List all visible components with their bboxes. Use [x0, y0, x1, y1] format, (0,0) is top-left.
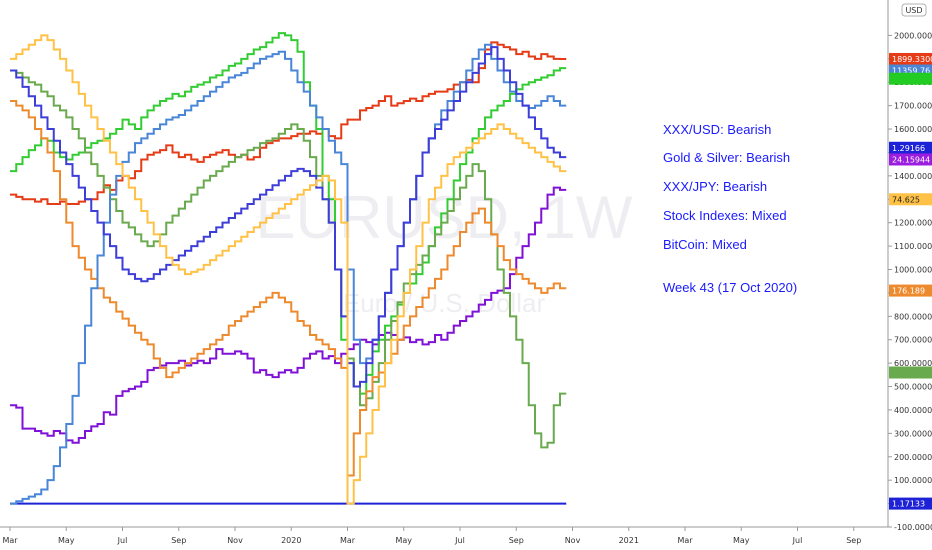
- x-tick-label: 2020: [281, 536, 301, 545]
- y-tick-label: 800.000000: [894, 312, 932, 321]
- y-tick-label: 300.000000: [894, 429, 932, 438]
- y-tick-label: 1600.000000: [894, 125, 932, 134]
- price-badge-box: [889, 153, 932, 166]
- y-tick-label: 1100.000000: [894, 242, 932, 251]
- price-badge-box: [889, 497, 932, 510]
- series-line-7: [10, 46, 567, 388]
- price-badge-box: [889, 284, 932, 297]
- price-badge: 24.15944: [889, 153, 932, 166]
- price-badge: 176.189: [889, 284, 932, 297]
- price-badge-label: 176.189: [892, 287, 925, 296]
- y-tick-label: 500.000000: [894, 383, 932, 392]
- price-badge-label: 74.625: [892, 195, 920, 204]
- price-badge: [889, 366, 932, 379]
- x-tick-label: Mar: [340, 536, 356, 545]
- x-tick-label: Nov: [227, 536, 243, 545]
- series-line-8: [10, 34, 567, 505]
- price-badge-box: [889, 141, 932, 154]
- series-line-5: [10, 99, 567, 477]
- currency-tag-box: [901, 3, 927, 17]
- y-tick-label: 2000.000000: [894, 31, 932, 40]
- y-tick-label: 1700.000000: [894, 102, 932, 111]
- price-badge-box: [889, 193, 932, 206]
- x-tick-label: Sep: [171, 536, 186, 545]
- y-axis-panel: [888, 0, 932, 550]
- series-line-4: [10, 69, 567, 449]
- price-badge-box: [889, 52, 932, 65]
- price-badge-label: 11359.76: [892, 67, 930, 76]
- annotation-text: XXX/USD: Bearish: [663, 122, 771, 137]
- annotation-text: Stock Indexes: Mixed: [663, 208, 787, 223]
- currency-tag[interactable]: USD: [901, 3, 927, 17]
- y-tick-label: 600.000000: [894, 359, 932, 368]
- watermark-name: Euro / U.S. Dollar: [343, 288, 546, 318]
- price-badge-label: 1.29166: [892, 144, 925, 153]
- price-badge-label: 1.17133: [892, 500, 925, 509]
- series-line-6: [10, 43, 567, 505]
- x-tick-label: Mar: [677, 536, 693, 545]
- x-tick-label: May: [733, 536, 750, 545]
- series-line-1: [10, 41, 567, 205]
- x-tick-label: Nov: [565, 536, 581, 545]
- x-tick-label: Sep: [846, 536, 861, 545]
- price-badge-label: 24.15944: [892, 155, 930, 164]
- x-tick-label: 2021: [619, 536, 639, 545]
- price-badge-label: 1899.33000: [892, 55, 932, 64]
- price-badge: 74.625: [889, 193, 932, 206]
- x-tick-label: Jul: [792, 536, 803, 545]
- x-tick-label: May: [58, 536, 75, 545]
- x-tick-label: May: [395, 536, 412, 545]
- y-tick-label: -100.000000: [894, 523, 932, 532]
- x-tick-label: Sep: [509, 536, 524, 545]
- y-tick-label: 1000.000000: [894, 266, 932, 275]
- price-badge: [889, 72, 932, 85]
- y-tick-label: 200.000000: [894, 453, 932, 462]
- price-badge-box: [889, 72, 932, 85]
- y-tick-label: 400.000000: [894, 406, 932, 415]
- x-tick-label: Jul: [117, 536, 128, 545]
- price-badge: 1.29166: [889, 141, 932, 154]
- currency-tag-label: USD: [905, 6, 922, 15]
- annotation-text: XXX/JPY: Bearish: [663, 179, 767, 194]
- price-badge-box: [889, 366, 932, 379]
- y-tick-label: 100.000000: [894, 476, 932, 485]
- price-badge: 1899.33000: [889, 52, 932, 65]
- y-tick-label: 1200.000000: [894, 219, 932, 228]
- y-tick-label: 700.000000: [894, 336, 932, 345]
- price-badge: 1.17133: [889, 497, 932, 510]
- y-tick-label: 1400.000000: [894, 172, 932, 181]
- x-tick-label: Jul: [454, 536, 465, 545]
- x-tick-label: Mar: [2, 536, 18, 545]
- annotation-text: Gold & Silver: Bearish: [663, 150, 790, 165]
- annotation-text: BitCoin: Mixed: [663, 237, 747, 252]
- annotation-text: Week 43 (17 Oct 2020): [663, 280, 797, 295]
- watermark-symbol: EURUSD, 1W: [256, 184, 633, 251]
- series-line-2: [10, 186, 567, 444]
